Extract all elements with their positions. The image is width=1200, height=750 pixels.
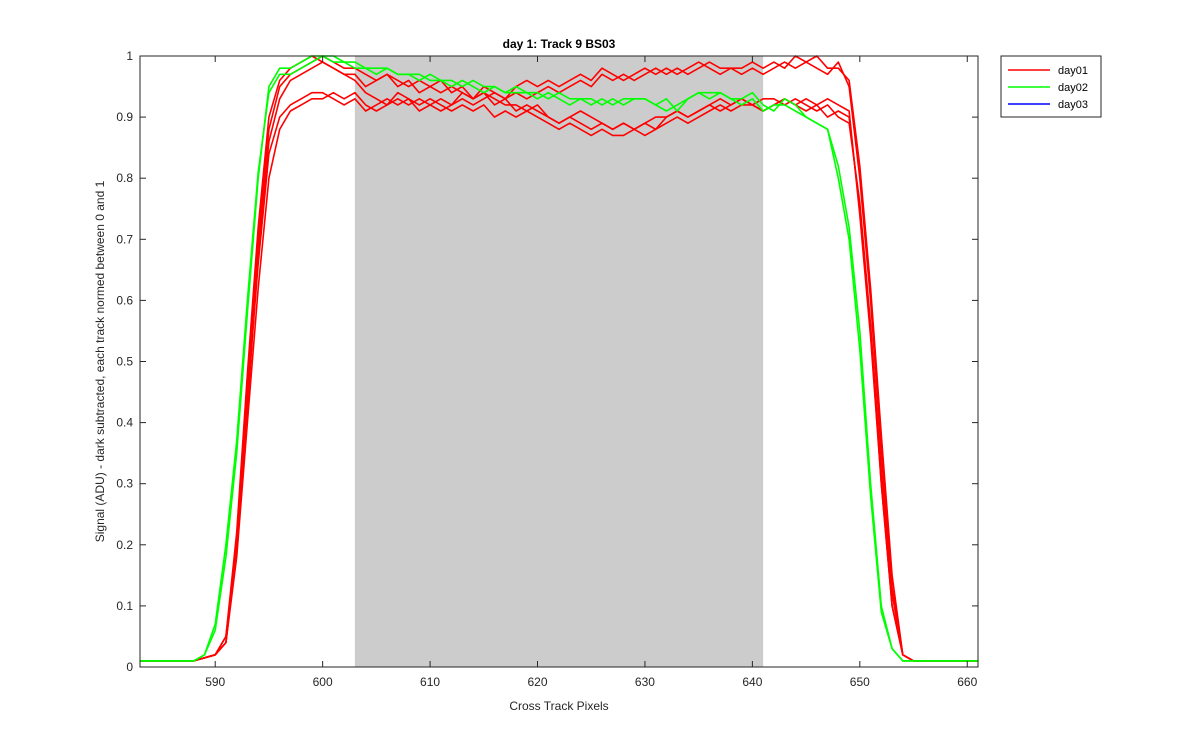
x-tick-label: 630 <box>635 675 655 689</box>
y-tick-label: 0.9 <box>116 110 133 124</box>
x-tick-label: 610 <box>420 675 440 689</box>
series-line-day01-track-5 <box>140 61 978 662</box>
legend: day01 day02 day03 <box>1000 55 1102 118</box>
legend-label-day01: day01 <box>1058 65 1088 77</box>
legend-label-day03: day03 <box>1058 99 1088 111</box>
y-tick-label: 0.7 <box>116 232 133 246</box>
x-tick-label: 640 <box>742 675 762 689</box>
y-tick-label: 1 <box>126 49 133 63</box>
x-axis-ticks: 590 600 610 620 630 640 650 660 <box>205 56 978 689</box>
y-axis-ticks: 0 0.1 0.2 0.3 0.4 0.5 0.6 0.7 0.8 0.9 1 <box>116 49 978 674</box>
y-axis-label: Signal (ADU) - dark subtracted, each tra… <box>93 180 107 542</box>
x-tick-label: 660 <box>957 675 977 689</box>
y-tick-label: 0.8 <box>116 171 133 185</box>
chart-title: day 1: Track 9 BS03 <box>503 37 616 51</box>
x-tick-label: 650 <box>850 675 870 689</box>
shaded-region <box>354 56 764 667</box>
x-axis-label: Cross Track Pixels <box>509 699 608 713</box>
y-tick-label: 0.6 <box>116 293 133 307</box>
series-line-day01-track-3 <box>140 61 978 662</box>
y-tick-label: 0.4 <box>116 416 133 430</box>
data-lines <box>140 55 978 662</box>
x-tick-label: 600 <box>313 675 333 689</box>
x-tick-label: 620 <box>527 675 547 689</box>
x-tick-label: 590 <box>205 675 225 689</box>
y-tick-label: 0.1 <box>116 599 133 613</box>
y-tick-label: 0 <box>126 660 133 674</box>
series-line-day02-track-2 <box>140 55 978 662</box>
y-tick-label: 0.3 <box>116 477 133 491</box>
y-tick-label: 0.2 <box>116 538 133 552</box>
plot-area: 590 600 610 620 630 640 650 660 0 0.1 0.2 0.3 0.4 0.… <box>116 49 979 689</box>
y-tick-label: 0.5 <box>116 355 133 369</box>
series-line-day01-track-4 <box>140 55 978 662</box>
legend-label-day02: day02 <box>1058 82 1088 94</box>
